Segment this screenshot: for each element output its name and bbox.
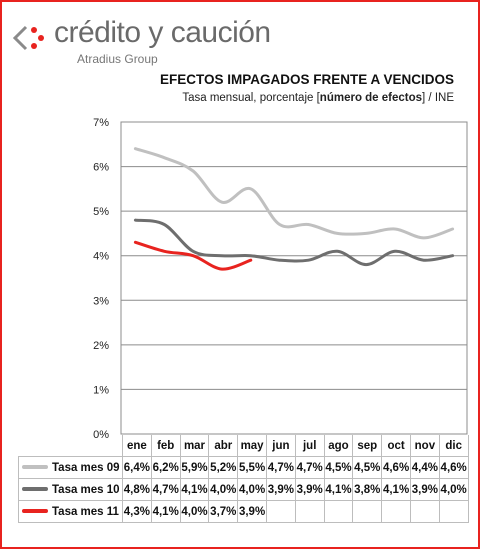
y-tick-label: 6%: [93, 162, 109, 174]
x-tick-label: nov: [409, 435, 440, 457]
data-label: 3,8%: [352, 478, 383, 501]
chart-subtitle: Tasa mensual, porcentaje [número de efec…: [182, 92, 454, 104]
subtitle-pre: Tasa mensual, porcentaje [: [182, 92, 320, 104]
data-label: 4,0%: [237, 478, 267, 501]
x-tick-label: mar: [179, 435, 210, 457]
data-label: 4,7%: [265, 456, 296, 479]
data-label: 3,9%: [237, 500, 267, 523]
table-header-row: ene feb mar abr may jun jul ago sep oct nov dic: [19, 435, 469, 457]
data-label: 6,2%: [150, 456, 181, 479]
legend-swatch: [22, 487, 48, 492]
data-label: 4,1%: [150, 500, 181, 523]
x-tick-label: ene: [122, 435, 152, 457]
data-label: 4,4%: [409, 456, 440, 479]
legend-label: Tasa mes 11: [52, 505, 119, 518]
data-label: 4,1%: [323, 478, 354, 501]
data-label: 4,6%: [381, 456, 411, 479]
x-tick-label: feb: [150, 435, 181, 457]
series-line-1: [133, 147, 455, 240]
legend-swatch: [22, 509, 48, 514]
brand-subtitle: Atradius Group: [77, 52, 158, 66]
x-tick-label: dic: [438, 435, 469, 457]
data-label: 4,8%: [122, 478, 152, 501]
y-tick-label: 7%: [93, 117, 109, 129]
data-label: [265, 500, 296, 523]
data-label: 4,5%: [323, 456, 354, 479]
data-label: 4,0%: [208, 478, 239, 501]
y-tick-label: 0%: [93, 429, 109, 440]
x-tick-label: may: [237, 435, 267, 457]
subtitle-bold: número de efectos: [319, 92, 423, 104]
y-tick-label: 2%: [93, 340, 109, 352]
x-tick-label: abr: [208, 435, 239, 457]
series-line-2: [133, 218, 455, 267]
brand-logo: crédito y caución Atradius Group: [12, 14, 312, 66]
x-tick-label: jul: [294, 435, 325, 457]
data-label: 3,9%: [409, 478, 440, 501]
table-row: Tasa mes 11 4,3% 4,1% 4,0% 3,7% 3,9%: [18, 500, 469, 523]
data-label: 4,7%: [294, 456, 325, 479]
x-tick-label: sep: [352, 435, 383, 457]
table-row: Tasa mes 09 6,4% 6,2% 5,9% 5,2% 5,5% 4,7% 4,7% 4…: [18, 456, 469, 479]
y-tick-label: 1%: [93, 384, 109, 396]
data-label: 3,9%: [265, 478, 296, 501]
legend-swatch: [22, 465, 48, 470]
legend-entry: Tasa mes 10: [18, 478, 123, 501]
data-label: [323, 500, 354, 523]
data-label: 5,2%: [208, 456, 239, 479]
data-label: [352, 500, 383, 523]
y-tick-label: 4%: [93, 251, 109, 263]
data-table: ene feb mar abr may jun jul ago sep oct nov dic Tasa…: [18, 435, 469, 523]
data-label: 5,9%: [179, 456, 210, 479]
data-label: 5,5%: [237, 456, 267, 479]
brand-name: crédito y caución: [54, 16, 271, 49]
plot-area: [120, 121, 468, 435]
x-tick-label: oct: [381, 435, 411, 457]
data-label: 4,1%: [179, 478, 210, 501]
data-label: 4,1%: [381, 478, 411, 501]
brand-mark-icon: [12, 25, 44, 51]
data-label: 4,7%: [150, 478, 181, 501]
data-label: 3,7%: [208, 500, 239, 523]
data-label: [409, 500, 440, 523]
data-label: 4,3%: [122, 500, 152, 523]
data-label: 4,0%: [438, 478, 469, 501]
y-tick-label: 5%: [93, 206, 109, 218]
chart-title: EFECTOS IMPAGADOS FRENTE A VENCIDOS: [159, 72, 454, 87]
data-label: [294, 500, 325, 523]
series-line-3: [133, 240, 253, 271]
legend-label: Tasa mes 09: [52, 461, 120, 474]
data-label: 3,9%: [294, 478, 325, 501]
data-label: [438, 500, 469, 523]
data-label: [381, 500, 411, 523]
x-tick-label: ago: [323, 435, 354, 457]
legend-entry: Tasa mes 11: [18, 500, 123, 523]
data-label: 4,6%: [438, 456, 469, 479]
table-row: Tasa mes 10 4,8% 4,7% 4,1% 4,0% 4,0% 3,9% 3,9% 4…: [18, 478, 469, 501]
y-tick-label: 3%: [93, 295, 109, 307]
table-corner: [19, 435, 123, 457]
legend-label: Tasa mes 10: [52, 483, 120, 496]
data-label: 4,5%: [352, 456, 383, 479]
subtitle-post: ] / INE: [422, 92, 454, 104]
data-label: 4,0%: [179, 500, 210, 523]
x-tick-label: jun: [265, 435, 296, 457]
legend-entry: Tasa mes 09: [18, 456, 123, 479]
data-label: 6,4%: [122, 456, 152, 479]
line-chart: 0% 1% 2% 3% 4% 5% 6% 7%: [93, 117, 468, 440]
